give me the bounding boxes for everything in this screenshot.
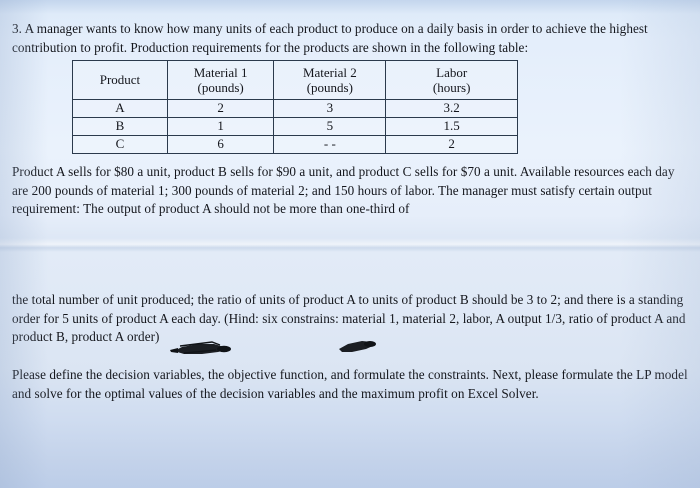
table-header-row: Product Material 1 (pounds) Material 2 (…	[72, 60, 518, 100]
production-requirements-table: Product Material 1 (pounds) Material 2 (…	[72, 60, 518, 154]
cell-material1: 6	[166, 135, 275, 154]
prices-and-resources-text: Product A sells for $80 a unit, product …	[12, 164, 675, 216]
table-row: C 6 - - 2	[72, 135, 518, 154]
cell-material1: 2	[166, 99, 275, 118]
cell-product: B	[72, 117, 168, 136]
cell-product: C	[72, 135, 168, 154]
instructions-text: Please define the decision variables, th…	[12, 367, 688, 401]
prices-and-resources-paragraph: Product A sells for $80 a unit, product …	[12, 163, 690, 219]
cell-labor: 1.5	[385, 117, 518, 136]
cell-material2: 5	[273, 117, 387, 136]
cell-labor: 3.2	[385, 99, 518, 118]
instructions-paragraph: Please define the decision variables, th…	[12, 366, 690, 403]
requirements-table: Product Material 1 (pounds) Material 2 (…	[72, 60, 518, 154]
table-row: B 1 5 1.5	[72, 117, 518, 136]
table-header-material2-line2: (pounds)	[306, 80, 353, 95]
table-header: Product Material 1 (pounds) Material 2 (…	[72, 60, 518, 100]
table-header-material2-line1: Material 2	[302, 64, 357, 80]
ratio-and-hint-paragraph: the total number of unit produced; the r…	[12, 291, 692, 347]
table-header-product-line1: Product	[99, 72, 141, 88]
page-top-edge-shadow	[0, 0, 700, 14]
cell-material1: 1	[166, 117, 275, 136]
table-header-material2: Material 2 (pounds)	[273, 60, 387, 100]
cell-product: A	[72, 99, 168, 118]
table-header-material1-line2: (pounds)	[197, 80, 244, 95]
paper-crease	[0, 238, 700, 252]
table-body: A 2 3 3.2 B 1 5 1.5 C 6 - - 2	[72, 99, 518, 154]
cell-labor: 2	[385, 135, 518, 154]
table-header-labor-line2: (hours)	[432, 80, 471, 95]
ratio-and-hint-text: the total number of unit produced; the r…	[12, 292, 686, 344]
table-header-labor-line1: Labor	[436, 64, 468, 80]
table-header-material1-line1: Material 1	[193, 64, 248, 80]
table-row: A 2 3 3.2	[72, 99, 518, 118]
table-header-material1: Material 1 (pounds)	[166, 60, 275, 100]
intro-paragraph: 3. A manager wants to know how many unit…	[12, 20, 690, 57]
intro-paragraph-text: 3. A manager wants to know how many unit…	[12, 21, 648, 55]
table-header-product: Product	[72, 60, 168, 100]
cell-material2: 3	[273, 99, 387, 118]
cell-material2: - -	[273, 135, 387, 154]
table-header-labor: Labor (hours)	[385, 60, 518, 100]
